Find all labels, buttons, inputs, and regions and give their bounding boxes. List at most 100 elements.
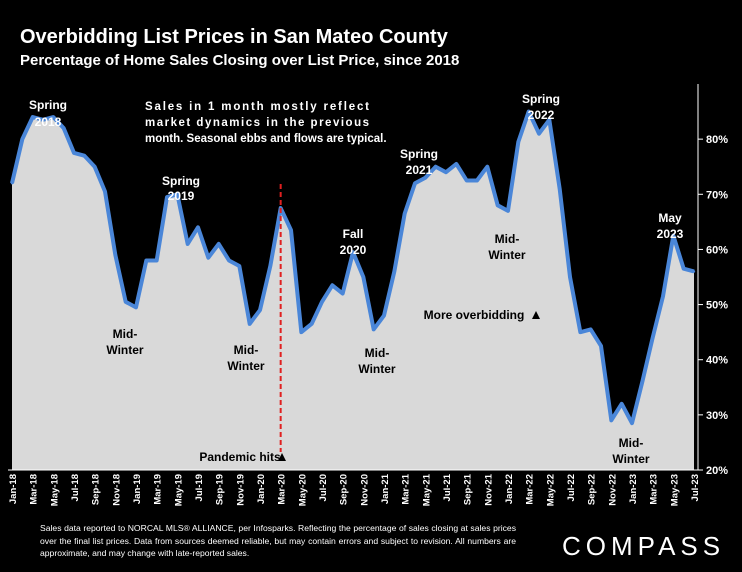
data-point: [238, 264, 241, 268]
data-point: [486, 165, 489, 168]
data-point: [103, 190, 107, 193]
data-point: [248, 322, 251, 326]
data-point: [444, 171, 448, 174]
y-tick-label: 40%: [706, 355, 728, 367]
x-tick-label: May-23: [669, 474, 680, 506]
data-point: [165, 195, 169, 199]
data-point: [10, 182, 14, 185]
data-point: [300, 330, 303, 334]
annotation-spring-2019: Spring: [162, 174, 200, 188]
data-point: [41, 118, 45, 122]
annotation-mid-winter-2023: Mid-: [619, 436, 644, 450]
data-point: [475, 179, 479, 182]
x-tick-label: Jan-23: [628, 474, 639, 504]
data-point: [537, 132, 541, 135]
y-tick-label: 60%: [706, 244, 728, 256]
annotation-fall-2020: Fall: [343, 227, 364, 241]
x-tick-label: Mar-22: [525, 474, 536, 505]
x-tick-label: Nov-21: [483, 473, 494, 505]
data-point: [258, 308, 262, 312]
data-point: [331, 284, 334, 287]
annotation-spring-2021: Spring: [400, 147, 438, 161]
data-point: [196, 226, 200, 229]
data-point: [31, 115, 34, 119]
data-point: [372, 328, 375, 331]
data-point: [176, 193, 179, 196]
annotation-mid-winter-2018: Winter: [106, 343, 144, 357]
data-point: [403, 212, 406, 215]
data-point: [83, 154, 86, 157]
annotation-mid-winter-2018: Mid-: [113, 327, 138, 341]
annotation-may-2023: May: [658, 211, 682, 225]
data-point: [413, 182, 417, 185]
x-tick-label: Sep-22: [587, 474, 598, 505]
data-point: [362, 275, 365, 279]
data-point: [682, 267, 685, 270]
data-point: [455, 162, 458, 166]
annotation-mid-winter-2020: Winter: [358, 362, 396, 376]
y-tick-label: 20%: [706, 465, 728, 477]
data-point: [610, 419, 613, 422]
annotation-spring-2018: 2018: [35, 115, 62, 129]
data-point: [351, 250, 355, 254]
x-tick-label: Mar-20: [277, 474, 288, 505]
x-tick-label: Mar-19: [153, 474, 164, 505]
annotation-note: market dynamics in the previous: [145, 117, 369, 129]
x-tick-label: Jan-22: [504, 474, 515, 504]
annotation-mid-winter-2019: Mid-: [234, 343, 259, 357]
y-tick-label: 50%: [706, 300, 728, 312]
data-point: [217, 242, 220, 246]
data-point: [661, 295, 665, 298]
x-tick-label: Sep-18: [91, 474, 102, 505]
data-point: [568, 275, 572, 279]
x-tick-label: Mar-18: [29, 474, 40, 505]
x-tick-label: Jul-20: [318, 474, 329, 501]
annotation-mid-winter-2023: Winter: [612, 452, 650, 466]
annotation-pandemic-hits: Pandemic hits: [199, 450, 281, 464]
x-tick-label: Nov-19: [235, 474, 246, 506]
x-tick-label: Nov-18: [111, 474, 122, 506]
data-point: [382, 314, 386, 317]
triangle-up-icon: [278, 453, 286, 461]
annotation-spring-2022: 2022: [528, 108, 555, 122]
data-point: [692, 270, 696, 273]
x-tick-label: Jan-18: [8, 474, 19, 504]
data-point: [465, 179, 468, 182]
footnote: Sales data reported to NORCAL MLS® ALLIA…: [40, 523, 516, 558]
data-point: [527, 110, 530, 113]
x-tick-label: Jan-20: [256, 474, 267, 504]
x-tick-label: Jul-19: [194, 474, 205, 501]
data-point: [52, 115, 55, 119]
data-point: [434, 165, 437, 168]
data-point: [207, 256, 210, 259]
x-tick-label: May-19: [173, 474, 184, 506]
data-point: [124, 300, 127, 304]
x-tick-label: May-18: [49, 474, 60, 506]
annotation-mid-winter-2019: Winter: [227, 359, 265, 373]
data-point: [672, 234, 675, 237]
x-tick-label: Jul-23: [690, 474, 701, 501]
annotation-may-2023: 2023: [657, 227, 684, 241]
x-tick-label: Jan-21: [380, 473, 391, 504]
data-point: [517, 140, 520, 144]
annotation-spring-2021: 2021: [406, 163, 433, 177]
annotation-note: month. Seasonal ebbs and flows are typic…: [145, 133, 387, 145]
annotation-note: Sales in 1 month mostly reflect: [145, 101, 369, 113]
data-point: [558, 187, 561, 190]
x-tick-label: Jul-22: [566, 474, 577, 501]
data-point: [393, 270, 396, 273]
annotation-spring-2019: 2019: [168, 189, 195, 203]
x-tick-label: May-20: [297, 474, 308, 506]
annotation-fall-2020: 2020: [340, 243, 367, 257]
data-point: [579, 330, 582, 334]
compass-logo: COMPASS: [562, 531, 726, 561]
annotation-mid-winter-2022: Mid-: [495, 232, 520, 246]
data-point: [424, 176, 427, 179]
data-point: [269, 264, 272, 268]
data-point: [641, 380, 644, 383]
data-point: [62, 126, 65, 130]
plot-area: 20% 30% 40% 50% 60% 70% 80% Jan-18 Mar-18 May-18 J…: [8, 84, 728, 506]
data-point: [93, 165, 96, 168]
data-point: [630, 421, 634, 425]
